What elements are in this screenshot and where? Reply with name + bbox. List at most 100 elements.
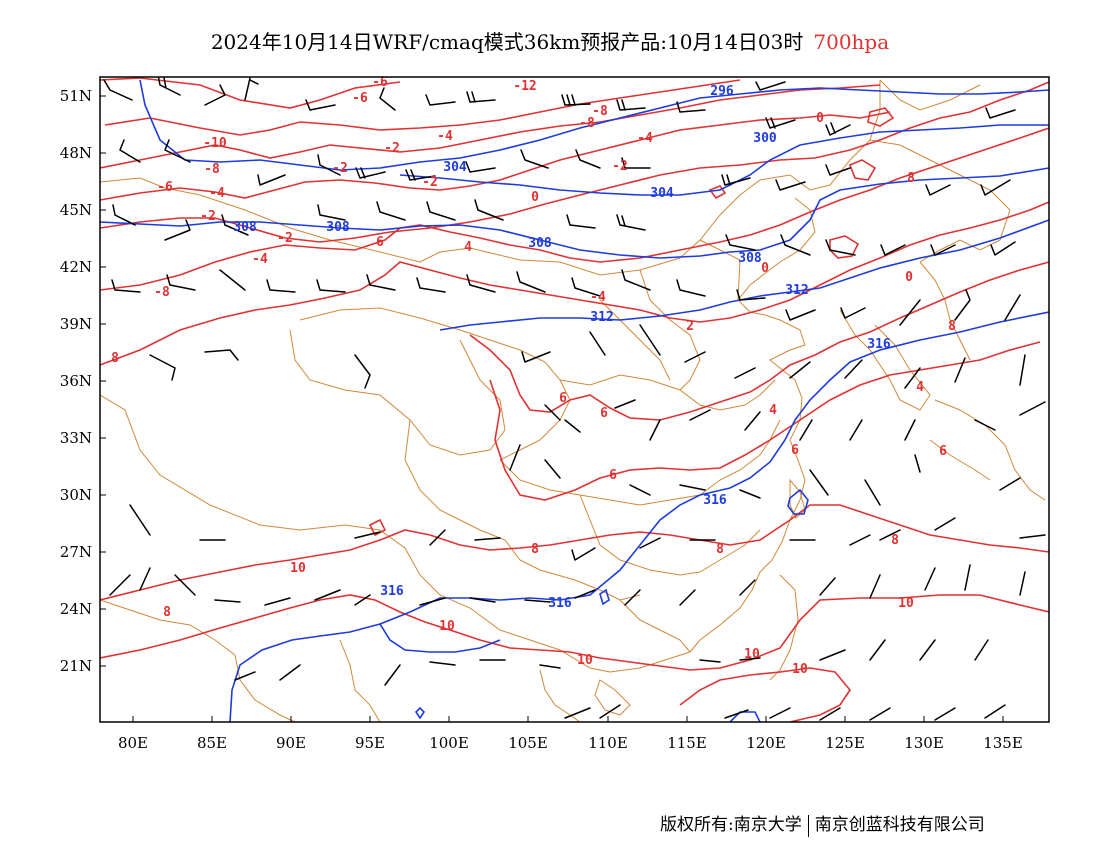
border-line bbox=[839, 309, 931, 411]
temperature-contour-label: 10 bbox=[577, 653, 593, 668]
wind-barb bbox=[849, 534, 871, 546]
wind-barb bbox=[689, 409, 711, 421]
geopotential-contour-label: 300 bbox=[753, 131, 777, 146]
wind-barb bbox=[214, 599, 241, 603]
copyright-notice: 版权所有:南京大学 南京创蓝科技有限公司 bbox=[660, 810, 985, 837]
province-borders bbox=[100, 79, 1046, 722]
wind-barb bbox=[614, 399, 636, 409]
lat-tick-label: 33N bbox=[60, 429, 92, 447]
wind-barb bbox=[999, 477, 1021, 491]
border-line bbox=[869, 139, 1011, 263]
temperature-contour-label: -4 bbox=[637, 131, 653, 146]
temperature-contour-label: -2 bbox=[612, 159, 628, 174]
temperature-contour-label: -6 bbox=[157, 180, 173, 195]
border-line bbox=[499, 419, 781, 506]
wind-barb bbox=[234, 671, 256, 681]
lon-tick-label: 110E bbox=[588, 734, 628, 752]
lat-tick-label: 48N bbox=[60, 144, 92, 162]
wind-barb bbox=[376, 201, 406, 221]
lat-tick-label: 45N bbox=[60, 201, 92, 219]
geopotential-contour bbox=[787, 488, 809, 515]
wind-barb bbox=[466, 91, 496, 103]
wind-barb bbox=[354, 531, 381, 539]
temperature-contour-label: -8 bbox=[154, 285, 170, 300]
wind-barb bbox=[317, 204, 346, 221]
temperature-contour-label: -4 bbox=[590, 290, 606, 305]
border-line bbox=[934, 399, 1046, 501]
geopotential-contour-label: 316 bbox=[380, 584, 404, 599]
temperature-contour bbox=[100, 84, 881, 169]
wind-barb bbox=[676, 101, 706, 113]
wind-barb bbox=[1019, 571, 1026, 596]
wind-barb bbox=[305, 99, 336, 111]
temperature-contour-label: 10 bbox=[439, 619, 455, 634]
wind-barb bbox=[869, 639, 886, 661]
temperature-contour-label: -6 bbox=[352, 91, 368, 106]
wind-barb bbox=[419, 597, 446, 606]
temperature-contour-label: -8 bbox=[592, 104, 608, 119]
geopotential-contour bbox=[379, 623, 501, 653]
border-line bbox=[579, 494, 761, 576]
temperature-contour-label: 10 bbox=[898, 596, 914, 611]
temperature-contour-label: -8 bbox=[204, 162, 220, 177]
geopotential-contour-label: 316 bbox=[867, 337, 891, 352]
lon-tick-label: 115E bbox=[667, 734, 707, 752]
wind-barb bbox=[974, 419, 996, 431]
wind-barb bbox=[775, 179, 806, 191]
temperature-contour-label: -2 bbox=[384, 141, 400, 156]
wind-barb bbox=[129, 504, 151, 536]
wind-barb bbox=[149, 354, 176, 381]
temperature-contour-label: 0 bbox=[531, 190, 539, 205]
wind-barb bbox=[639, 537, 661, 549]
map-frame bbox=[99, 76, 1050, 723]
wind-barb bbox=[516, 271, 546, 293]
wind-barb bbox=[980, 179, 1011, 196]
wind-barb bbox=[524, 599, 551, 603]
border-line bbox=[689, 197, 816, 653]
temperature-contour-labels: -6 -6 -12 -8 -8 -10 -4 -2 -8 -4 -2 -2 0 … bbox=[111, 75, 956, 677]
temperature-contour-label: -4 bbox=[437, 129, 453, 144]
wind-barb bbox=[904, 419, 916, 441]
wind-barb bbox=[1019, 354, 1026, 386]
geopotential-contour-label: 308 bbox=[233, 220, 257, 235]
temperature-contour-label: -6 bbox=[372, 75, 388, 90]
wind-barb bbox=[157, 77, 181, 96]
wind-barb bbox=[355, 167, 386, 179]
wind-barb bbox=[755, 81, 786, 91]
geopotential-contour-label: 308 bbox=[738, 251, 762, 266]
lon-tick-label: 95E bbox=[355, 734, 385, 752]
geopotential-contour-label: 304 bbox=[650, 186, 674, 201]
lon-tick-label: 120E bbox=[746, 734, 786, 752]
wind-barb bbox=[119, 139, 141, 163]
temperature-contour bbox=[100, 201, 1049, 366]
border-line bbox=[599, 299, 671, 381]
wind-barb bbox=[1019, 534, 1046, 539]
border-line bbox=[594, 679, 631, 716]
wind-barb bbox=[739, 489, 761, 499]
wind-barb bbox=[425, 94, 456, 106]
wind-barb bbox=[571, 277, 601, 297]
temperature-contour bbox=[100, 504, 1049, 601]
wind-barb bbox=[879, 529, 901, 541]
temperature-contour-label: 2 bbox=[686, 319, 694, 334]
wind-barb bbox=[564, 419, 581, 433]
wind-barb bbox=[279, 664, 301, 681]
temperature-contour bbox=[867, 107, 895, 127]
wind-barb bbox=[109, 574, 131, 596]
geopotential-contour-label: 304 bbox=[443, 160, 467, 175]
geopotential-contour bbox=[414, 706, 426, 720]
wind-barb bbox=[914, 454, 921, 473]
wind-barb bbox=[539, 664, 561, 669]
temperature-contour-label: -10 bbox=[203, 136, 227, 151]
map-title: 2024年10月14日WRF/cmaq模式36km预报产品:10月14日03时 7… bbox=[0, 26, 1100, 55]
lon-tick-label: 80E bbox=[118, 734, 148, 752]
wind-barb bbox=[864, 479, 881, 506]
wind-barb bbox=[621, 269, 651, 291]
wind-barb bbox=[474, 537, 501, 541]
wind-barb bbox=[111, 279, 141, 293]
wind-barb bbox=[629, 484, 651, 496]
geopotential-contour bbox=[729, 711, 761, 722]
wind-barb bbox=[840, 307, 866, 319]
wind-barb bbox=[869, 707, 891, 721]
wind-barb bbox=[544, 459, 561, 479]
